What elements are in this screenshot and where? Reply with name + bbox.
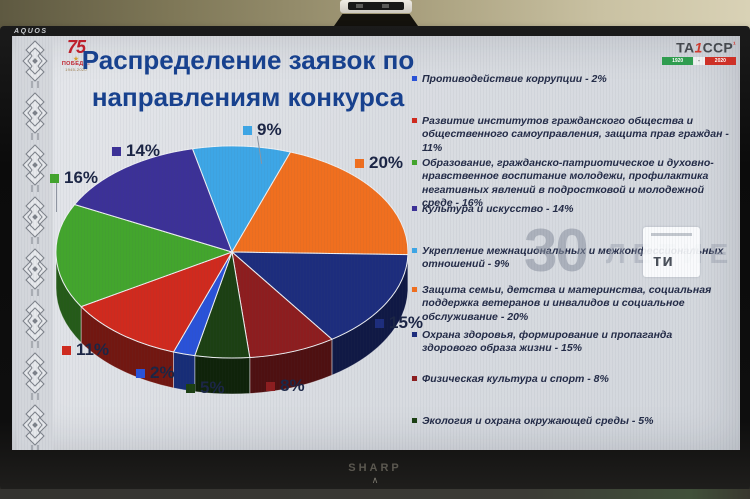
legend-item-text: Физическая культура и спорт - 8% bbox=[422, 373, 609, 385]
slide-title: Распределение заявок по направлениям кон… bbox=[80, 42, 416, 116]
pie-label-value: 11% bbox=[76, 340, 110, 359]
legend-item: Противодействие коррупции - 2% bbox=[412, 73, 730, 86]
legend-item: Укрепление межнациональных и межконфесси… bbox=[412, 245, 730, 272]
legend-color-square bbox=[412, 160, 417, 165]
pie-label: 20% bbox=[355, 153, 403, 173]
legend-item: Защита семьи, детства и материнства, соц… bbox=[412, 284, 730, 324]
pie-label-value: 15% bbox=[389, 313, 424, 332]
pobeda-75-logo: 75 ★ ПОБЕДА! 1945-2020 bbox=[55, 38, 97, 72]
legend-item-text: Культура и искусство - 14% bbox=[422, 203, 574, 215]
tassr-red-tick: ¹ bbox=[733, 40, 736, 49]
legend-item-text: Охрана здоровья, формирование и пропаган… bbox=[422, 329, 673, 355]
tassr-years-right: 2020 bbox=[704, 56, 737, 65]
pie-label-value: 2% bbox=[150, 363, 175, 382]
tv-brand-sharp: SHARP bbox=[348, 462, 402, 474]
tassr-years-sep: - bbox=[693, 56, 705, 65]
pie-label-value: 5% bbox=[200, 378, 225, 397]
tassr-100-logo: ТА1ССР¹ 1920 - 2020 bbox=[662, 37, 737, 65]
pie-slice bbox=[173, 251, 233, 357]
legend-color-square bbox=[412, 206, 417, 211]
table-surface bbox=[0, 489, 750, 499]
legend-color-square bbox=[412, 76, 417, 81]
pie-label: 8% bbox=[266, 376, 305, 396]
pie-slice-side bbox=[55, 251, 82, 344]
legend-item: Культура и искусство - 14% bbox=[412, 203, 730, 216]
pie-label-square bbox=[355, 158, 364, 168]
pie-label-square bbox=[136, 368, 145, 378]
tv-brand-aquos: AQUOS bbox=[14, 28, 48, 35]
pie-label-square bbox=[375, 318, 384, 328]
pobeda-75-years: 1945-2020 bbox=[65, 66, 87, 72]
legend-item: Физическая культура и спорт - 8% bbox=[412, 373, 730, 386]
watermark-logo-topline bbox=[651, 233, 692, 236]
pie-label-value: 20% bbox=[369, 153, 404, 172]
legend-color-square bbox=[412, 332, 417, 337]
pie-slice bbox=[194, 251, 251, 359]
pie-label-square bbox=[62, 345, 71, 355]
presentation-slide: 75 ★ ПОБЕДА! 1945-2020 Распределение зая… bbox=[12, 36, 740, 450]
legend-color-square bbox=[412, 418, 417, 423]
slide-title-line1: Распределение заявок по bbox=[81, 45, 415, 75]
slide-title-line2: направлениям конкурса bbox=[91, 82, 405, 112]
legend-color-square bbox=[412, 118, 417, 123]
pobeda-75-word: ПОБЕДА! bbox=[61, 60, 91, 67]
pie-label: 2% bbox=[136, 363, 175, 383]
legend-item-text: Противодействие коррупции - 2% bbox=[422, 73, 607, 85]
tassr-years-strip: 1920 - 2020 bbox=[662, 56, 737, 65]
legend-color-square bbox=[412, 287, 417, 292]
tassr-logo-text: ТА1ССР¹ bbox=[676, 39, 736, 56]
legend-color-square bbox=[412, 248, 417, 253]
chevron-up-icon: ∧ bbox=[371, 475, 379, 485]
tassr-years-left: 1920 bbox=[662, 56, 694, 65]
pie-label: 16% bbox=[50, 168, 98, 188]
pie-slice bbox=[80, 251, 233, 353]
pie-label: 15% bbox=[375, 313, 423, 333]
camera-base bbox=[334, 14, 418, 26]
legend-item: Развитие институтов гражданского обществ… bbox=[412, 115, 730, 155]
pie-label-square bbox=[243, 125, 252, 135]
legend-item: Образование, гражданско-патриотическое и… bbox=[412, 157, 730, 211]
tv-bezel: AQUOS 75 ★ ПОБЕДА! 1945-2020 Расп bbox=[0, 26, 750, 490]
pie-label: 5% bbox=[186, 378, 225, 398]
camera-lens-strip bbox=[348, 2, 404, 10]
pie-slice bbox=[191, 145, 291, 253]
label-leader-line bbox=[56, 183, 57, 212]
legend-item-text: Образование, гражданско-патриотическое и… bbox=[422, 157, 714, 210]
pie-label-value: 9% bbox=[257, 120, 282, 139]
pobeda-75-number: 75 bbox=[66, 37, 86, 57]
label-leader-line bbox=[256, 136, 263, 164]
pie-label-value: 14% bbox=[126, 141, 161, 160]
pie-label-value: 16% bbox=[64, 168, 99, 187]
pie-label-square bbox=[266, 381, 275, 391]
legend-item: Экология и охрана окружающей среды - 5% bbox=[412, 415, 730, 428]
pie-label: 14% bbox=[112, 141, 160, 161]
pie-label-square bbox=[112, 146, 121, 156]
pie-label: 9% bbox=[243, 120, 282, 140]
legend-item-text: Защита семьи, детства и материнства, соц… bbox=[422, 284, 712, 323]
pie-label-square bbox=[186, 383, 195, 393]
legend-item-text: Экология и охрана окружающей среды - 5% bbox=[422, 415, 654, 427]
legend-item-text: Укрепление межнациональных и межконфесси… bbox=[422, 245, 724, 271]
pie-slice bbox=[55, 204, 233, 308]
legend-item-text: Развитие институтов гражданского обществ… bbox=[422, 115, 729, 154]
legend-color-square bbox=[412, 376, 417, 381]
legend-item: Охрана здоровья, формирование и пропаган… bbox=[412, 329, 730, 356]
camera-device bbox=[330, 0, 422, 26]
pie-slice bbox=[74, 148, 233, 253]
pie-label: 11% bbox=[62, 340, 109, 360]
tassr-red-one: 1 bbox=[694, 39, 703, 56]
camera-lens-icon bbox=[382, 4, 389, 8]
pie-slice bbox=[231, 251, 333, 358]
tatar-ornament-border bbox=[17, 36, 53, 450]
pie-label-value: 8% bbox=[280, 376, 305, 395]
camera-lens-icon bbox=[356, 4, 363, 8]
star-icon: ★ bbox=[72, 55, 80, 63]
pie-label-square bbox=[50, 173, 59, 183]
